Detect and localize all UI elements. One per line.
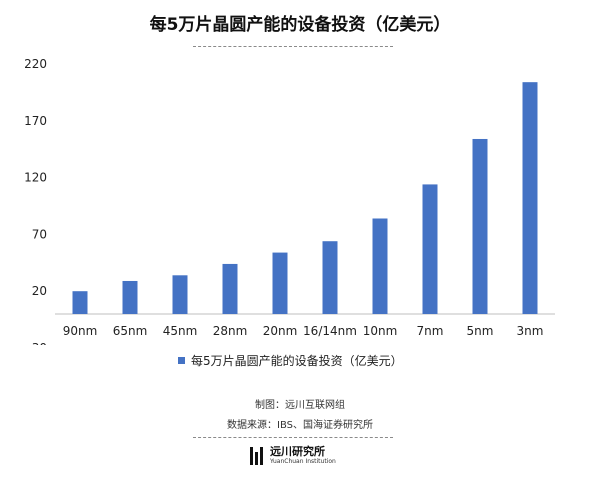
bar-chart: 220 170 120 70 20 -30 90nm 65nm 45nm 28nm 20nm 16/… xyxy=(24,57,555,345)
bar-3nm xyxy=(522,82,538,315)
x-tick-label: 20nm xyxy=(263,324,298,338)
bar-7nm xyxy=(422,184,438,314)
x-tick-label: 16/14nm xyxy=(303,324,357,338)
bar-20nm xyxy=(272,252,288,314)
data-source: 数据来源：IBS、国海证券研究所 xyxy=(227,420,373,431)
title-divider xyxy=(193,46,393,47)
x-tick-label: 90nm xyxy=(63,324,98,338)
x-tick-label: 28nm xyxy=(213,324,248,338)
brand-mark-icon xyxy=(250,446,263,465)
y-tick-label: 20 xyxy=(32,284,47,298)
x-tick-label: 10nm xyxy=(363,324,398,338)
chart-credit: 制图：远川互联网组 xyxy=(255,400,345,411)
x-tick-label: 65nm xyxy=(113,324,148,338)
bars xyxy=(72,82,538,315)
bar-65nm xyxy=(122,280,138,314)
x-tick-label: 5nm xyxy=(467,324,494,338)
x-axis: 90nm 65nm 45nm 28nm 20nm 16/14nm 10nm 7nm 5nm 3nm xyxy=(63,324,544,338)
legend: 每5万片晶圆产能的设备投资（亿美元） xyxy=(178,352,403,369)
y-tick-label: -30 xyxy=(27,341,47,345)
bar-28nm xyxy=(222,263,238,314)
y-tick-label: 220 xyxy=(24,57,47,71)
bar-90nm xyxy=(72,291,88,314)
y-tick-label: 170 xyxy=(24,114,47,128)
y-tick-label: 70 xyxy=(32,227,47,241)
bar-10nm xyxy=(372,218,388,314)
brand-text: 远川研究所 YuanChuan Institution xyxy=(270,446,336,465)
footer-divider xyxy=(193,437,393,438)
y-tick-label: 120 xyxy=(24,171,47,185)
x-tick-label: 7nm xyxy=(417,324,444,338)
brand-logo: 远川研究所 YuanChuan Institution xyxy=(250,446,336,465)
bar-45nm xyxy=(172,275,188,314)
brand-subtitle: YuanChuan Institution xyxy=(270,458,336,465)
x-tick-label: 3nm xyxy=(517,324,544,338)
legend-swatch xyxy=(178,357,185,364)
bar-16/14nm xyxy=(322,241,338,314)
brand-name: 远川研究所 xyxy=(270,445,325,458)
bar-5nm xyxy=(472,138,488,314)
chart-title: 每5万片晶圆产能的设备投资（亿美元） xyxy=(149,15,451,35)
x-tick-label: 45nm xyxy=(163,324,198,338)
legend-label: 每5万片晶圆产能的设备投资（亿美元） xyxy=(191,354,403,368)
y-axis: 220 170 120 70 20 -30 xyxy=(24,57,47,345)
